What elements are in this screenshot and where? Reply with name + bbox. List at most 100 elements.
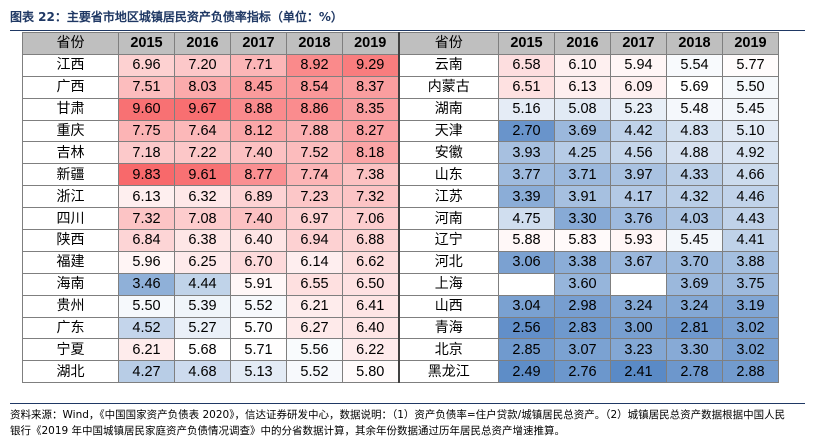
value-cell: 3.69 [554, 119, 611, 143]
value-cell: 7.38 [342, 163, 399, 187]
header-year: 2017 [230, 32, 287, 55]
value-cell: 7.20 [174, 53, 231, 77]
value-cell: 7.40 [230, 141, 287, 165]
value-cell: 4.25 [554, 141, 611, 165]
value-cell: 2.41 [610, 360, 667, 384]
value-cell: 5.52 [230, 294, 287, 318]
value-cell: 3.39 [498, 185, 555, 209]
value-cell: 7.88 [286, 119, 343, 143]
value-cell: 4.52 [118, 316, 175, 340]
value-cell: 6.38 [174, 229, 231, 252]
province-cell: 山东 [397, 163, 499, 187]
value-cell: 3.02 [722, 338, 779, 362]
value-cell: 7.23 [286, 185, 343, 209]
table-row: 宁夏 6.21 5.68 5.71 5.56 6.22 北京 2.85 3.07 3.23 3.30… [22, 338, 779, 362]
value-cell: 3.24 [666, 294, 723, 318]
value-cell: 7.52 [286, 141, 343, 165]
value-cell: 6.62 [342, 250, 399, 274]
province-cell: 福建 [22, 250, 119, 274]
value-cell: 5.96 [118, 250, 175, 274]
value-cell: 3.67 [610, 250, 667, 274]
value-cell: 4.56 [610, 141, 667, 165]
value-cell: 4.75 [498, 207, 555, 231]
province-cell: 广西 [22, 75, 119, 99]
value-cell: 8.03 [174, 75, 231, 99]
value-cell: 6.97 [286, 207, 343, 231]
value-cell: 7.64 [174, 119, 231, 143]
province-cell: 江西 [22, 53, 119, 77]
table-row: 浙江 6.13 6.32 6.89 7.23 7.32 江苏 3.39 3.91 4.17 4.32… [22, 185, 779, 209]
value-cell: 4.27 [118, 360, 175, 384]
province-cell: 河北 [397, 250, 499, 274]
header-year: 2015 [498, 32, 555, 55]
value-cell: 8.92 [286, 53, 343, 77]
province-cell: 山西 [397, 294, 499, 318]
value-cell: 6.51 [498, 75, 555, 99]
value-cell: 3.00 [610, 316, 667, 340]
value-cell: 2.81 [666, 316, 723, 340]
value-cell: 5.48 [666, 97, 723, 121]
table-row: 广东 4.52 5.27 5.70 6.27 6.40 青海 2.56 2.83 3.00 2.81… [22, 316, 779, 340]
province-cell: 四川 [22, 207, 119, 231]
value-cell: 8.77 [230, 163, 287, 187]
value-cell: 3.24 [610, 294, 667, 318]
value-cell: 3.76 [610, 207, 667, 231]
value-cell: 4.44 [174, 272, 231, 296]
province-cell: 黑龙江 [397, 360, 499, 384]
value-cell: 8.12 [230, 119, 287, 143]
table-row: 重庆 7.75 7.64 8.12 7.88 8.27 天津 2.70 3.69 4.42 4.83… [22, 119, 779, 143]
table-row: 四川 7.32 7.08 7.40 6.97 7.06 河南 4.75 3.30 3.76 4.03… [22, 207, 779, 231]
value-cell: 7.08 [174, 207, 231, 231]
province-cell: 内蒙古 [397, 75, 499, 99]
value-cell: 2.76 [554, 360, 611, 384]
value-cell: 4.68 [174, 360, 231, 384]
header-year: 2015 [118, 32, 175, 55]
value-cell: 7.40 [230, 207, 287, 231]
value-cell: 7.18 [118, 141, 175, 165]
value-cell: 3.75 [722, 272, 779, 296]
table-row: 湖北 4.27 4.68 5.13 5.52 5.80 黑龙江 2.49 2.76 2.41 2.7… [22, 360, 779, 384]
value-cell: 4.41 [722, 229, 779, 252]
value-cell: 5.71 [230, 338, 287, 362]
value-cell: 4.43 [722, 207, 779, 231]
value-cell: 4.83 [666, 119, 723, 143]
value-cell: 6.27 [286, 316, 343, 340]
value-cell: 3.69 [666, 272, 723, 296]
value-cell: 6.25 [174, 250, 231, 274]
table-row: 甘肃 9.60 9.67 8.88 8.86 8.35 湖南 5.16 5.08 5.23 5.48… [22, 97, 779, 121]
value-cell: 4.46 [722, 185, 779, 209]
value-cell: 4.33 [666, 163, 723, 187]
value-cell: 7.06 [342, 207, 399, 231]
value-cell: 9.67 [174, 97, 231, 121]
value-cell: 3.93 [498, 141, 555, 165]
value-cell: 6.55 [286, 272, 343, 296]
province-cell: 吉林 [22, 141, 119, 165]
value-cell: 8.45 [230, 75, 287, 99]
province-cell: 浙江 [22, 185, 119, 209]
table-row: 贵州 5.50 5.39 5.52 6.21 6.41 山西 3.04 2.98 3.24 3.24… [22, 294, 779, 318]
value-cell: 4.17 [610, 185, 667, 209]
province-cell: 贵州 [22, 294, 119, 318]
province-cell: 宁夏 [22, 338, 119, 362]
value-cell: 5.10 [722, 119, 779, 143]
value-cell: 3.88 [722, 250, 779, 274]
value-cell: 4.03 [666, 207, 723, 231]
value-cell: 3.30 [554, 207, 611, 231]
value-cell: 8.54 [286, 75, 343, 99]
value-cell: 6.41 [342, 294, 399, 318]
province-cell: 天津 [397, 119, 499, 143]
value-cell: 6.09 [610, 75, 667, 99]
value-cell: 2.70 [498, 119, 555, 143]
value-cell: 6.13 [118, 185, 175, 209]
value-cell: 4.92 [722, 141, 779, 165]
province-cell: 重庆 [22, 119, 119, 143]
value-cell: 6.13 [554, 75, 611, 99]
value-cell: 7.32 [342, 185, 399, 209]
footnote-line-1: 资料来源：Wind，《中国国家资产负债表 2020》，信达证券研发中心，数据说明… [10, 409, 786, 421]
table-row: 陕西 6.84 6.38 6.40 6.94 6.88 辽宁 5.88 5.83 5.93 5.45… [22, 229, 779, 252]
province-cell: 海南 [22, 272, 119, 296]
value-cell: 7.51 [118, 75, 175, 99]
value-cell: 6.14 [286, 250, 343, 274]
value-cell: 6.96 [118, 53, 175, 77]
value-cell: 3.30 [666, 338, 723, 362]
